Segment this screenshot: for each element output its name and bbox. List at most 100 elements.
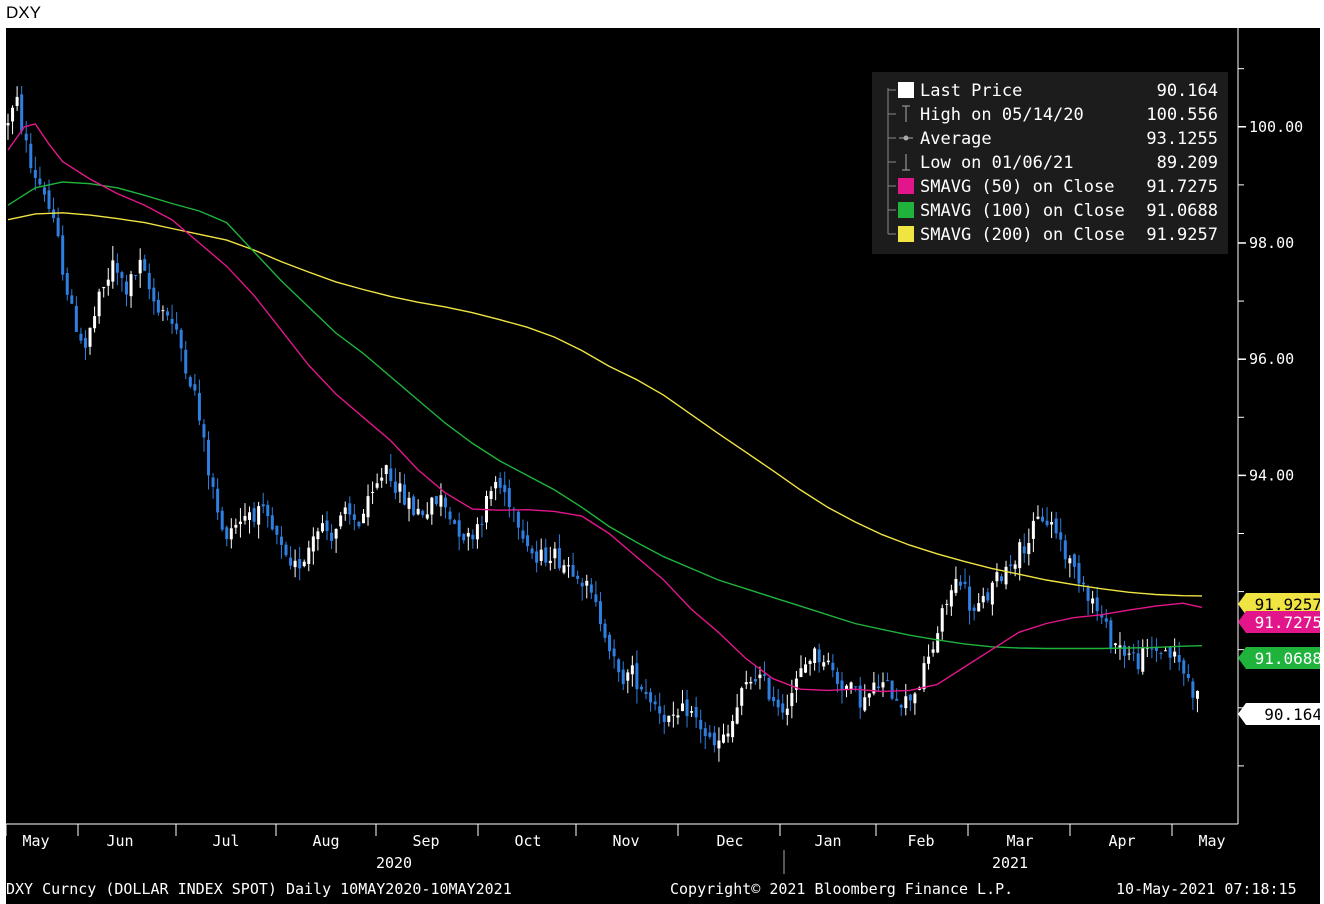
candle-body [279, 536, 283, 545]
candle-body [726, 733, 730, 737]
candle-body [763, 674, 767, 676]
candle-body [927, 656, 931, 664]
candle-body [61, 235, 65, 275]
candle-body [79, 333, 83, 341]
candle-body [1082, 582, 1086, 585]
candle-body [453, 520, 457, 524]
chart-title: DXY [6, 3, 41, 22]
candle-body [922, 663, 926, 690]
candle-body [790, 693, 794, 707]
candle-body [804, 664, 808, 673]
candle-body [448, 511, 452, 520]
candle-body [348, 503, 352, 515]
candle-body [175, 323, 179, 330]
candle-body [1031, 520, 1035, 539]
candle-body [653, 701, 657, 705]
candle-body [138, 259, 142, 274]
legend-label: SMAVG (100) on Close [920, 201, 1125, 221]
candle-body [507, 488, 511, 508]
legend-value: 93.1255 [1146, 129, 1218, 149]
candle-body [389, 468, 393, 482]
candle-body [143, 259, 147, 271]
footer-description: DXY Curncy (DOLLAR INDEX SPOT) Daily 10M… [6, 880, 512, 898]
legend-value: 91.7275 [1146, 177, 1218, 197]
x-tick-label: Jun [106, 832, 133, 850]
candle-body [443, 497, 447, 508]
candle-body [229, 528, 233, 540]
candle-body [813, 648, 817, 663]
candle-body [152, 287, 156, 302]
candle-body [120, 272, 124, 278]
candle-body [498, 477, 502, 488]
x-tick-label: Oct [514, 832, 541, 850]
legend-label: Low on 01/06/21 [920, 153, 1074, 173]
candle-body [886, 680, 890, 682]
price-badge [1238, 611, 1320, 633]
candle-body [457, 520, 461, 537]
candle-body [1177, 654, 1181, 663]
legend-swatch [898, 202, 914, 218]
candle-body [188, 377, 192, 387]
candle-body [343, 507, 347, 514]
legend-layer: Last Price 90.164 High on 05/14/20 100.556 A… [872, 72, 1228, 254]
x-tick-label: Mar [1006, 832, 1033, 850]
candle-body [243, 515, 247, 521]
candle-body [1159, 652, 1163, 654]
candle-body [667, 715, 671, 723]
candle-body [503, 484, 507, 493]
candle-body [70, 295, 74, 304]
candle-body [567, 565, 571, 567]
candle-body [129, 274, 133, 297]
candle-body [854, 686, 858, 688]
candle-body [662, 714, 666, 723]
candle-body [972, 607, 976, 611]
candle-body [1123, 645, 1127, 656]
candle-body [580, 582, 584, 587]
candle-body [694, 707, 698, 718]
candle-body [1050, 522, 1054, 525]
candle-body [88, 327, 92, 347]
legend-swatch [898, 82, 914, 98]
candle-body [639, 686, 643, 690]
candle-body [248, 512, 252, 520]
candle-body [111, 260, 115, 282]
candle-body [685, 699, 689, 717]
candle-body [949, 590, 953, 607]
candle-body [908, 694, 912, 701]
candle-body [649, 692, 653, 703]
candle-body [986, 592, 990, 601]
x-tick-label: Feb [907, 832, 934, 850]
candle-body [849, 682, 853, 690]
candle-body [526, 535, 530, 547]
candle-body [412, 496, 416, 516]
candle-body [366, 496, 370, 518]
candle-body [890, 680, 894, 699]
price-badge [1238, 593, 1320, 615]
candle-body [1077, 562, 1081, 584]
candle-body [835, 671, 839, 684]
candle-body [867, 693, 871, 698]
candle-body [375, 483, 379, 488]
candle-body [166, 311, 170, 316]
x-tick-label: Jan [814, 832, 841, 850]
candle-body [630, 665, 634, 675]
candle-body [134, 275, 138, 277]
candle-body [197, 393, 201, 421]
candle-body [544, 547, 548, 563]
candle-body [1173, 651, 1177, 657]
candle-body [895, 698, 899, 701]
candle-body [676, 715, 680, 718]
candle-body [744, 682, 748, 685]
price-badge-text: 91.0688 [1255, 649, 1320, 668]
candle-body [603, 623, 607, 638]
candle-body [1040, 516, 1044, 522]
candle-body [284, 544, 288, 556]
candle-body [475, 524, 479, 540]
candle-body [872, 682, 876, 694]
legend-value: 90.164 [1157, 81, 1218, 101]
candle-body [466, 532, 470, 537]
candle-body [712, 732, 716, 746]
candle-body [776, 699, 780, 708]
legend-avg-marker [903, 135, 909, 141]
